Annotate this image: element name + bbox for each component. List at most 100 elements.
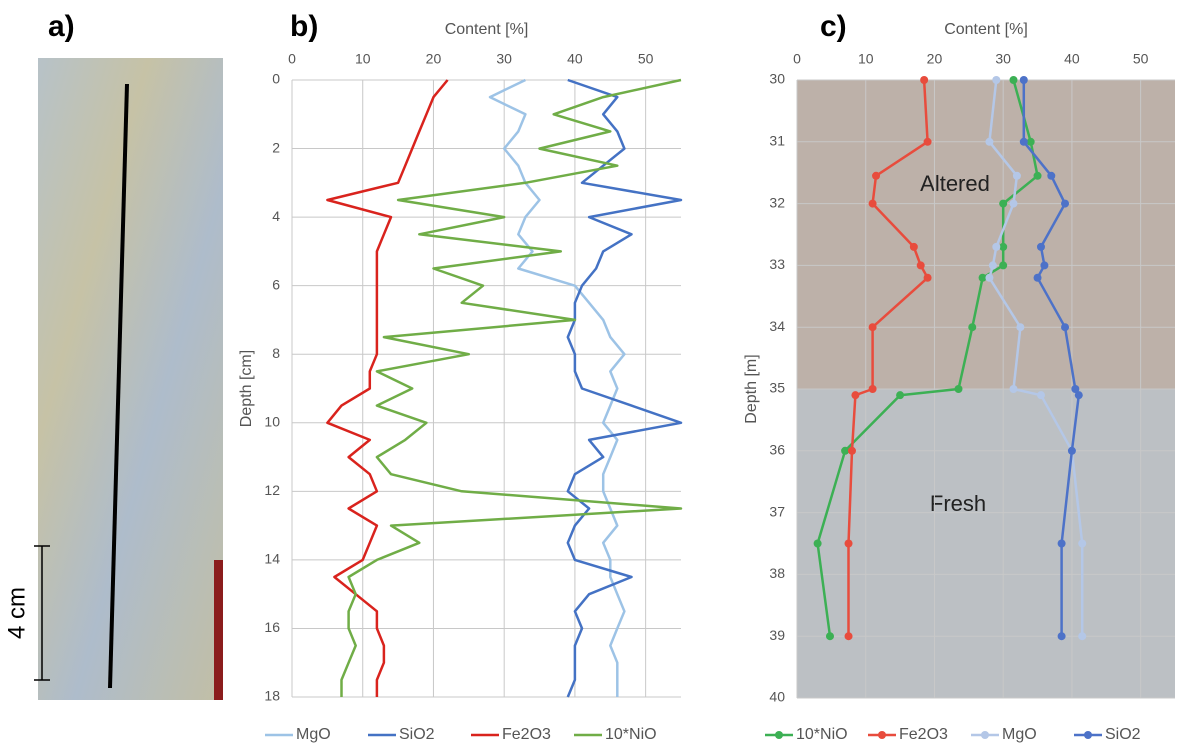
point [1067,446,1076,455]
x-tick-label: 39 [769,627,785,643]
x-tick-label: 31 [769,133,785,149]
point [992,76,1001,84]
point [1078,632,1087,641]
region [797,80,1175,389]
legend-marker [1084,731,1092,739]
y-tick-label: 0 [793,51,801,67]
point [1026,137,1035,146]
legend-label: SiO2 [399,726,435,743]
point [988,261,997,270]
point [1061,323,1070,332]
axis-title: Content [%] [944,21,1028,38]
x-tick-label: 38 [769,565,785,581]
y-tick-label: 0 [288,51,296,67]
y-tick-label: 30 [995,51,1011,67]
point [1019,137,1028,146]
x-tick-label: 36 [769,442,785,458]
y-tick-label: 40 [1064,51,1080,67]
point [813,539,822,548]
point [1071,385,1080,393]
point [1009,385,1018,393]
legend-label: Fe2O3 [899,726,948,743]
legend-label: MgO [296,726,331,743]
axis-title: Content [%] [445,21,529,38]
series-line [488,78,626,697]
x-tick-label: 37 [769,503,785,519]
point [841,446,850,455]
point [1016,323,1025,332]
x-tick-label: 35 [769,380,785,396]
point [868,385,877,393]
point [1040,261,1049,270]
x-tick-label: 2 [272,139,280,155]
point [916,261,925,270]
point [1061,199,1070,208]
point [1057,539,1066,548]
legend-marker [878,731,886,739]
point [1078,539,1087,548]
legend-label: SiO2 [1105,726,1141,743]
x-tick-label: 34 [769,318,785,334]
scan-line [108,83,129,689]
series-line [566,78,683,698]
point [868,199,877,208]
x-tick-label: 8 [272,345,280,361]
y-tick-label: 30 [496,51,512,67]
x-tick-label: 10 [264,413,280,429]
point [847,446,856,455]
axis-title: Depth [cm] [238,350,255,427]
x-tick-label: 18 [264,688,280,704]
point [1009,76,1018,84]
y-tick-label: 50 [638,51,654,67]
x-tick-label: 12 [264,482,280,498]
region [797,389,1175,698]
legend-label: MgO [1002,726,1037,743]
legend-label: 10*NiO [605,726,657,743]
x-tick-label: 40 [769,689,785,705]
point [923,137,932,146]
point [1074,391,1083,400]
legend-marker [981,731,989,739]
x-tick-label: 4 [272,208,280,224]
point [909,242,918,251]
x-tick-label: 14 [264,551,280,567]
point [825,632,834,641]
point [985,137,994,146]
point [1033,171,1042,180]
x-tick-label: 32 [769,194,785,210]
x-tick-label: 30 [769,71,785,87]
point [844,632,853,641]
legend-label: Fe2O3 [502,726,551,743]
point [999,242,1008,251]
point [1057,632,1066,641]
series-line [340,78,683,697]
point [1033,273,1042,282]
y-tick-label: 10 [355,51,371,67]
point [1009,199,1018,208]
point [985,273,994,282]
point [851,391,860,400]
point [978,273,987,282]
point [920,76,929,84]
region-label: Altered [920,171,990,196]
point [999,199,1008,208]
point [1036,391,1045,400]
point [954,385,963,393]
point [1047,171,1056,180]
x-tick-label: 33 [769,256,785,272]
series-line [326,79,449,697]
panel-label: c) [820,10,847,43]
panel-label: a) [48,10,75,43]
y-tick-label: 20 [927,51,943,67]
point [896,391,905,400]
y-tick-label: 50 [1133,51,1149,67]
point [1019,76,1028,84]
point [844,539,853,548]
x-tick-label: 6 [272,276,280,292]
point [1036,242,1045,251]
x-tick-label: 16 [264,619,280,635]
axis-title: Depth [m] [743,354,760,423]
point [923,273,932,282]
point [872,171,881,180]
